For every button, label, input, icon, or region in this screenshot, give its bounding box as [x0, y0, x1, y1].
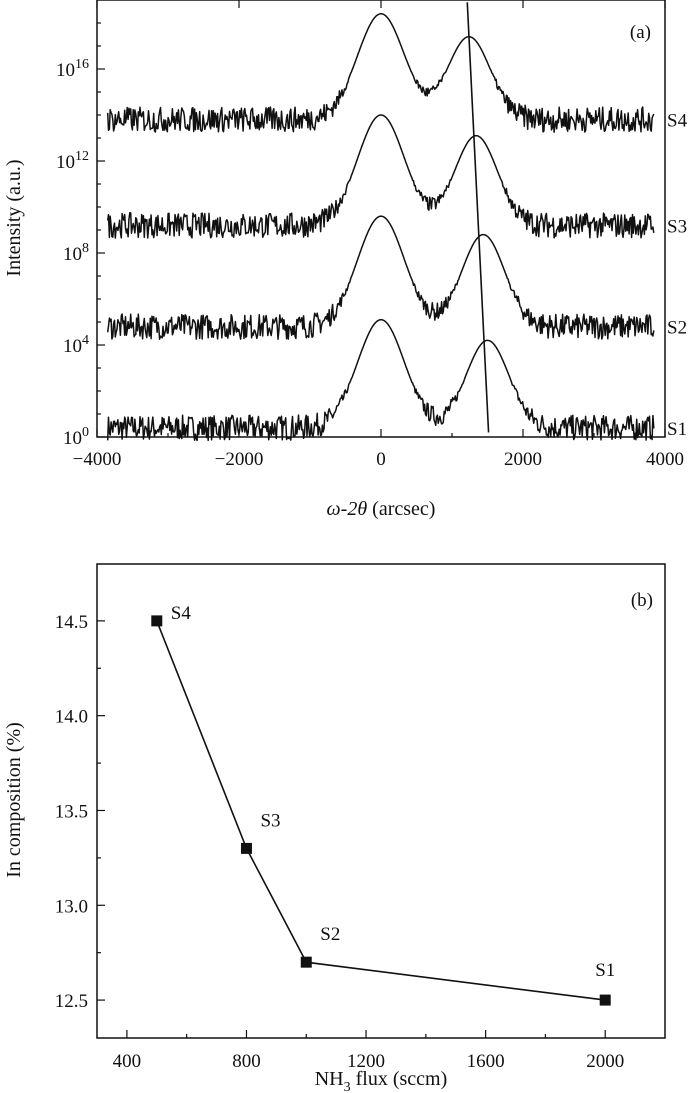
point-label-s4: S4: [171, 603, 192, 624]
point-label-s1: S1: [595, 960, 615, 981]
point-label-s3: S3: [260, 810, 280, 831]
series-label-s1: S1: [667, 419, 687, 440]
panel-b-composition-chart: 400 800 1200 1600 2000 12.513.013.514.014.5 …: [3, 563, 666, 1093]
panel-b-y-axis-title: In composition (%): [3, 722, 25, 878]
panel-b-x-tick-label: 2000: [586, 1051, 624, 1072]
panel-b-tag: (b): [631, 590, 653, 611]
panel-a-series-labels: S1 S2 S3 S4: [667, 111, 688, 440]
panel-b-y-tick-label: 14.5: [55, 612, 88, 633]
panel-b-y-tick-label: 13.5: [55, 801, 88, 822]
panel-b-y-tick-label: 12.5: [55, 991, 88, 1012]
panel-a-y-tick-label: 1016: [56, 57, 89, 81]
peak-shift-trend: [466, 2, 490, 433]
data-point-s4: [151, 615, 163, 627]
panel-b-x-tick-label: 1600: [467, 1051, 505, 1072]
series-label-s4: S4: [667, 111, 688, 132]
trace-s4: [106, 13, 655, 133]
panel-a-x-tick-label: −4000: [73, 449, 122, 470]
panel-a-x-axis-symbol: ω-2θ: [327, 498, 368, 520]
panel-a-x-tick-label: −2000: [215, 449, 264, 470]
panel-a-x-ticks: −4000 −2000 0 2000 4000: [73, 0, 684, 470]
panel-b-x-axis-main: NH: [315, 1068, 344, 1090]
trace-s1: [106, 318, 655, 442]
panel-a-x-tick-label: 0: [376, 449, 386, 470]
trace-s3: [106, 114, 655, 239]
panel-b-y-tick-label: 13.0: [55, 896, 88, 917]
panel-a-tag: (a): [630, 22, 651, 43]
panel-a-x-tick-label: 2000: [504, 449, 542, 470]
panel-a-y-tick-label: 100: [63, 425, 89, 449]
data-point-s3: [240, 842, 252, 854]
panel-b-x-tick-label: 400: [113, 1051, 142, 1072]
series-label-s2: S2: [667, 318, 687, 339]
intensity-traces: [106, 13, 655, 442]
panel-a-y-axis-title: Intensity (a.u.): [3, 159, 25, 276]
panel-b-y-ticks: 12.5 13.0 13.5 14.0 14.5: [55, 612, 105, 1012]
series-label-s3: S3: [667, 216, 687, 237]
panel-b-x-axis-rest: flux (sccm): [351, 1068, 448, 1090]
panel-a-y-tick-label: 108: [63, 241, 89, 265]
composition-line: [156, 620, 606, 1001]
panel-a-y-ticks: 100 104 108 1012 1016: [56, 22, 105, 449]
data-point-s2: [300, 956, 312, 968]
panel-b-x-ticks: 400 800 1200 1600 2000: [113, 1030, 624, 1072]
panel-a-y-tick-label: 104: [63, 333, 89, 357]
panel-a-x-tick-label: 4000: [646, 449, 684, 470]
point-label-s2: S2: [320, 924, 340, 945]
panel-b-x-tick-label: 1200: [347, 1051, 385, 1072]
panel-a-intensity-chart: −4000 −2000 0 2000 4000 100 104 108 1012 1016 S1…: [3, 0, 688, 520]
panel-a-x-axis-title: ω-2θ (arcsec): [327, 498, 436, 520]
composition-series: S4 S3 S2 S1: [151, 603, 615, 1006]
peak-shift-line: [466, 2, 490, 433]
panel-a-y-tick-label: 1012: [56, 149, 89, 173]
data-point-s1: [599, 994, 611, 1006]
panel-b-y-tick-label: 14.0: [55, 707, 88, 728]
panel-b-x-axis-title: NH3 flux (sccm): [315, 1068, 448, 1093]
panel-b-x-axis-subscript: 3: [344, 1080, 351, 1093]
panel-b-frame: [96, 563, 666, 1039]
panel-a-x-axis-unit: (arcsec): [367, 498, 435, 520]
trace-s2: [106, 215, 655, 340]
panel-b-x-tick-label: 800: [232, 1051, 261, 1072]
